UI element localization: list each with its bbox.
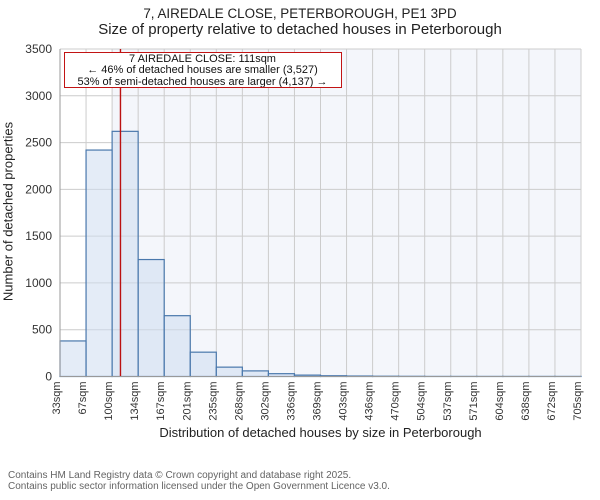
- svg-text:2000: 2000: [25, 182, 52, 196]
- svg-text:1000: 1000: [25, 276, 52, 290]
- svg-text:705sqm: 705sqm: [572, 382, 584, 421]
- svg-text:134sqm: 134sqm: [129, 382, 141, 421]
- svg-text:268sqm: 268sqm: [233, 382, 245, 421]
- svg-text:436sqm: 436sqm: [364, 382, 376, 421]
- svg-text:537sqm: 537sqm: [442, 382, 454, 421]
- svg-text:302sqm: 302sqm: [259, 382, 271, 421]
- svg-text:100sqm: 100sqm: [103, 382, 115, 421]
- svg-text:470sqm: 470sqm: [390, 382, 402, 421]
- svg-text:67sqm: 67sqm: [77, 382, 89, 415]
- svg-text:0: 0: [45, 370, 52, 384]
- svg-text:3000: 3000: [25, 89, 52, 103]
- svg-text:2500: 2500: [25, 136, 52, 150]
- svg-text:504sqm: 504sqm: [416, 382, 428, 421]
- svg-text:336sqm: 336sqm: [285, 382, 297, 421]
- svg-text:638sqm: 638sqm: [520, 382, 532, 421]
- svg-text:33sqm: 33sqm: [51, 382, 63, 415]
- svg-text:500: 500: [32, 323, 52, 337]
- svg-text:167sqm: 167sqm: [155, 382, 167, 421]
- svg-text:369sqm: 369sqm: [312, 382, 324, 421]
- svg-text:3500: 3500: [25, 42, 52, 56]
- svg-text:604sqm: 604sqm: [494, 381, 506, 420]
- svg-text:235sqm: 235sqm: [207, 382, 219, 421]
- svg-text:571sqm: 571sqm: [468, 382, 480, 421]
- svg-text:672sqm: 672sqm: [546, 382, 558, 421]
- svg-text:201sqm: 201sqm: [181, 382, 193, 421]
- svg-text:1500: 1500: [25, 229, 52, 243]
- svg-text:403sqm: 403sqm: [338, 382, 350, 421]
